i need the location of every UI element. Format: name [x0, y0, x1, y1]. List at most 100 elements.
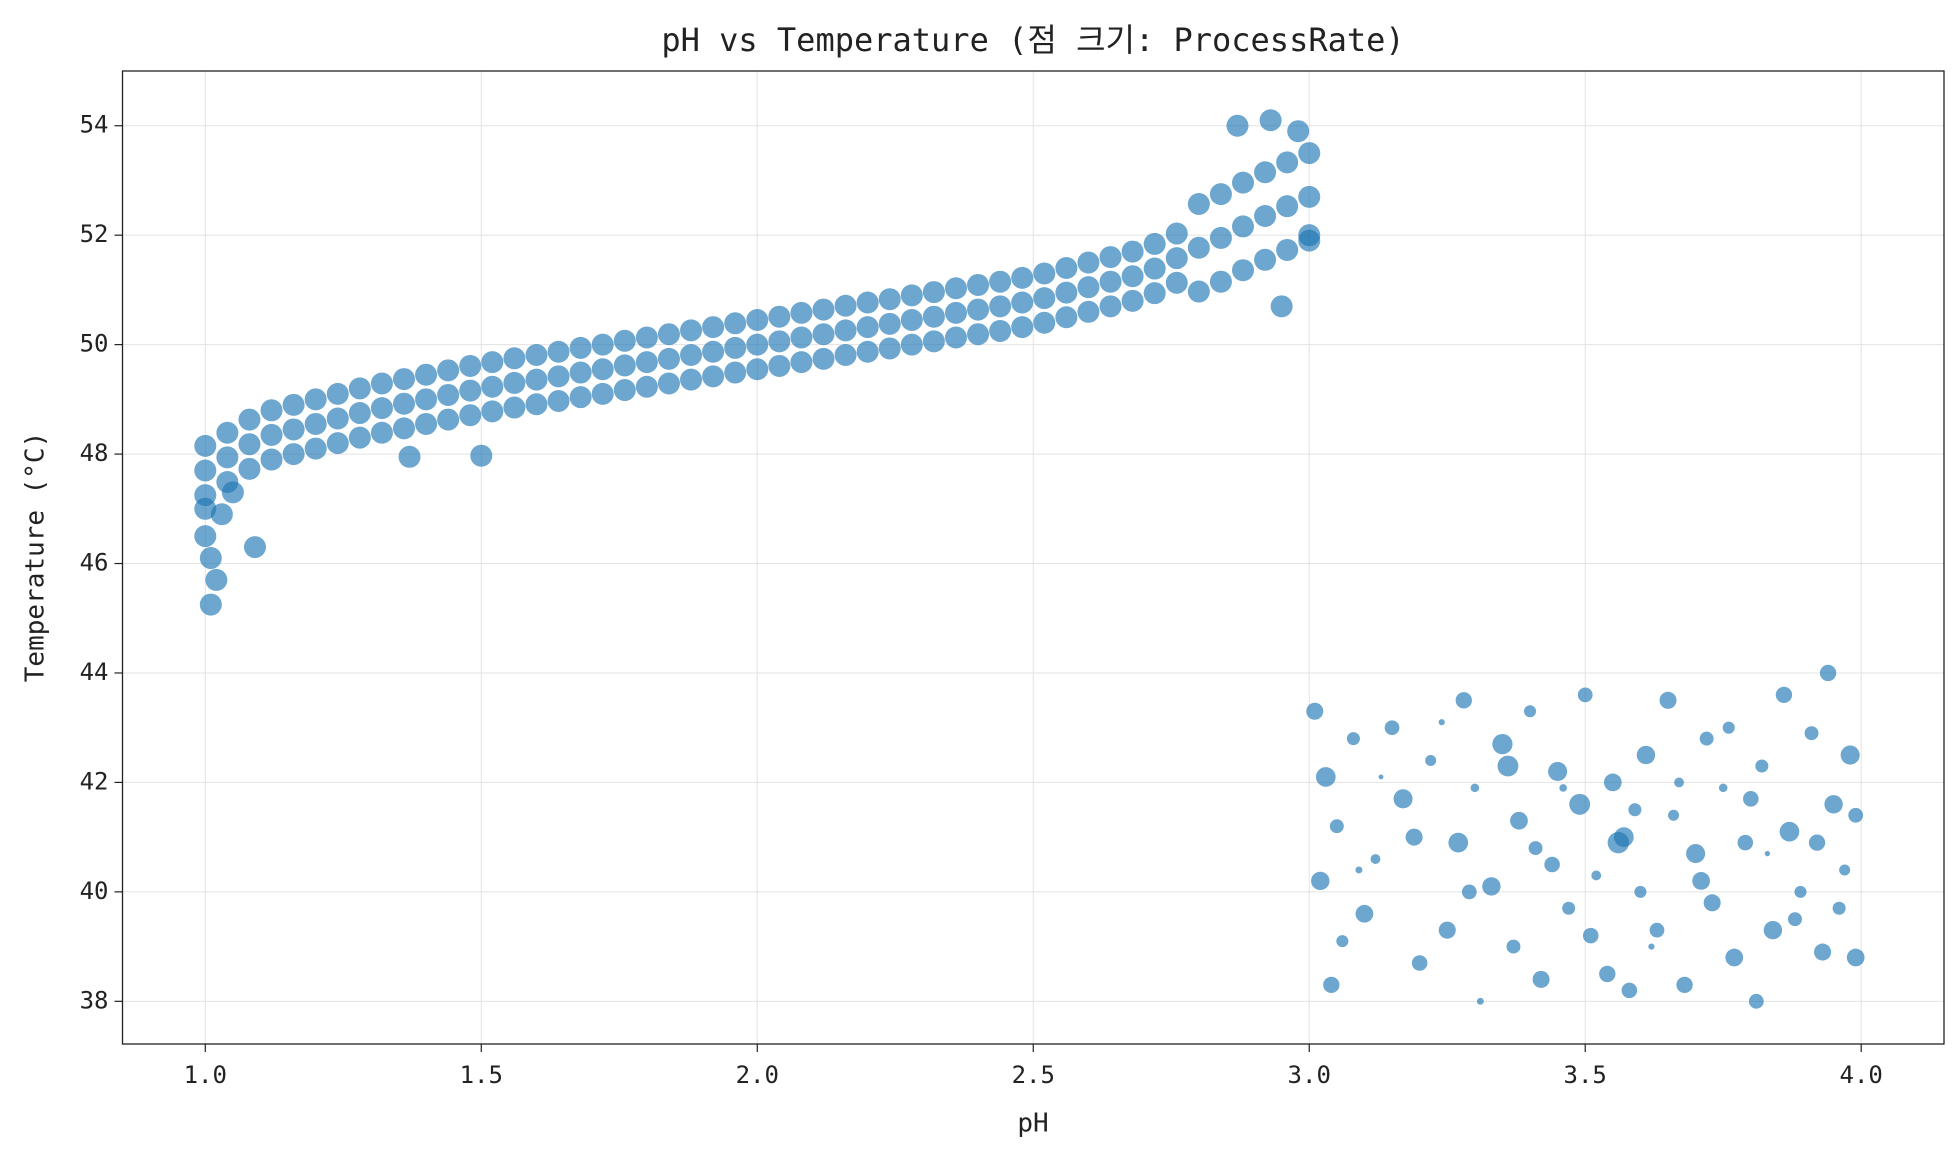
scatter-point — [459, 354, 482, 377]
scatter-point — [547, 340, 570, 363]
scatter-point — [1323, 976, 1340, 994]
scatter-point — [768, 305, 791, 328]
scatter-point — [680, 319, 703, 342]
y-tick-label: 54 — [80, 111, 109, 139]
scatter-point — [680, 368, 703, 391]
scatter-point — [282, 443, 305, 466]
scatter-point — [1209, 183, 1232, 206]
scatter-point — [437, 383, 460, 406]
scatter-point — [1603, 773, 1622, 792]
scatter-point — [393, 368, 416, 391]
scatter-point — [746, 308, 769, 331]
scatter-point — [1099, 270, 1122, 293]
scatter-point — [1492, 733, 1513, 755]
scatter-point — [900, 284, 923, 307]
scatter-point — [1055, 306, 1078, 329]
scatter-point — [1824, 795, 1843, 814]
scatter-point — [922, 305, 945, 328]
scatter-point — [348, 426, 371, 449]
scatter-point — [1276, 195, 1299, 218]
scatter-point — [1254, 248, 1277, 271]
scatter-point — [1814, 943, 1832, 961]
scatter-point — [194, 434, 217, 457]
scatter-point — [1544, 856, 1560, 873]
scatter-point — [1528, 841, 1543, 856]
scatter-point — [1143, 282, 1166, 305]
scatter-point — [1384, 720, 1400, 736]
scatter-point — [1298, 142, 1321, 165]
x-tick-label: 2.0 — [736, 1061, 779, 1089]
scatter-point — [1276, 151, 1299, 174]
scatter-point — [702, 365, 725, 388]
y-tick-label: 50 — [80, 330, 109, 358]
scatter-point — [1231, 259, 1254, 282]
scatter-point — [1099, 295, 1122, 318]
scatter-point — [591, 333, 614, 356]
x-tick-label: 1.5 — [460, 1061, 503, 1089]
scatter-point — [1270, 295, 1293, 318]
scatter-point — [1187, 236, 1210, 259]
scatter-point — [1476, 997, 1484, 1005]
scatter-point — [547, 365, 570, 388]
scatter-point — [1187, 280, 1210, 303]
scatter-point — [1306, 702, 1324, 720]
scatter-point — [1649, 922, 1665, 938]
scatter-point — [989, 295, 1012, 318]
scatter-point — [393, 392, 416, 415]
scatter-point — [1794, 885, 1807, 898]
scatter-point — [437, 408, 460, 431]
scatter-point — [216, 446, 239, 469]
scatter-point — [1311, 871, 1330, 891]
scatter-point — [525, 368, 548, 391]
scatter-point — [1621, 982, 1638, 999]
scatter-point — [1455, 692, 1472, 709]
scatter-point — [1482, 877, 1501, 896]
scatter-point — [243, 536, 266, 559]
scatter-point — [216, 421, 239, 444]
scatter-point — [1231, 171, 1254, 194]
scatter-point — [1764, 850, 1771, 857]
scatter-point — [1226, 114, 1249, 137]
scatter-point — [481, 375, 504, 398]
scatter-point — [1703, 894, 1721, 912]
scatter-point — [1033, 262, 1056, 285]
scatter-point — [1748, 993, 1764, 1009]
scatter-point — [238, 433, 261, 456]
scatter-point — [1329, 819, 1344, 834]
scatter-point — [746, 358, 769, 381]
scatter-point — [1259, 109, 1282, 132]
scatter-point — [415, 363, 438, 386]
scatter-point — [1628, 803, 1642, 817]
scatter-point — [657, 372, 680, 395]
scatter-point — [415, 412, 438, 435]
scatter-point — [1692, 872, 1711, 890]
scatter-point — [1209, 270, 1232, 293]
x-tick-label: 3.0 — [1288, 1061, 1331, 1089]
scatter-point — [1497, 755, 1519, 777]
scatter-point — [1378, 774, 1384, 780]
plot-frame — [121, 70, 1945, 1045]
scatter-point — [878, 337, 901, 360]
scatter-point — [1648, 943, 1655, 950]
scatter-point — [1231, 215, 1254, 238]
scatter-point — [613, 354, 636, 377]
scatter-point — [812, 347, 835, 370]
scatter-point — [199, 593, 222, 616]
scatter-point — [1819, 664, 1837, 682]
scatter-point — [1755, 759, 1769, 773]
y-tick-label: 40 — [80, 877, 109, 905]
scatter-point — [1562, 901, 1576, 915]
scatter-point — [834, 319, 857, 342]
scatter-point — [1143, 257, 1166, 280]
scatter-point — [1254, 205, 1277, 228]
scatter-point — [812, 298, 835, 321]
scatter-point — [1121, 289, 1144, 312]
scatter-point — [1737, 834, 1754, 851]
scatter-point — [1011, 291, 1034, 314]
scatter-point — [1461, 884, 1477, 900]
scatter-point — [1011, 266, 1034, 289]
scatter-point — [569, 361, 592, 384]
scatter-point — [790, 326, 813, 349]
scatter-point — [1636, 745, 1656, 765]
scatter-point — [1722, 721, 1735, 734]
